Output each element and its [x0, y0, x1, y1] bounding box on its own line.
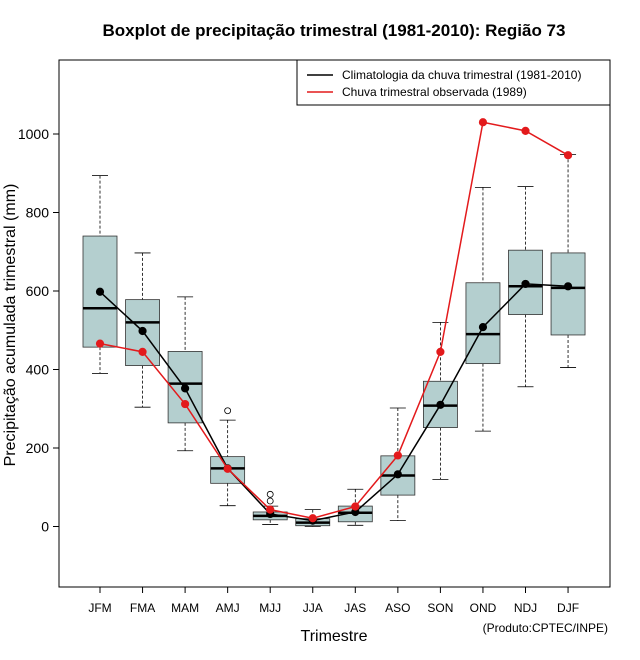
series-point — [138, 326, 147, 336]
x-tick-label: OND — [470, 601, 497, 615]
series-point — [563, 151, 573, 160]
series-point — [436, 400, 445, 409]
box-mam — [167, 296, 203, 452]
x-tick-label: FMA — [130, 601, 155, 615]
series-point — [181, 384, 190, 393]
y-tick-label: 800 — [26, 205, 50, 221]
box-ond — [465, 186, 501, 432]
series-point — [351, 502, 360, 511]
series-line — [99, 283, 569, 522]
y-axis-label: Precipitação acumulada trimestral (mm) — [2, 184, 19, 467]
series-point — [266, 505, 275, 514]
series-point — [521, 279, 530, 289]
outlier-point — [224, 407, 232, 415]
series-point — [181, 399, 190, 409]
outlier-point — [266, 490, 274, 498]
x-tick-label: DJF — [557, 601, 579, 615]
series-point — [563, 282, 573, 291]
x-tick-label: ASO — [385, 601, 410, 615]
series-point — [478, 118, 488, 127]
y-axis: 0 200 400 600 800 1000 — [18, 126, 59, 535]
series-line — [99, 121, 569, 520]
series-point — [223, 464, 232, 473]
box-ndj — [508, 186, 543, 388]
x-tick-label: AMJ — [216, 601, 240, 615]
y-tick-label: 1000 — [18, 126, 49, 142]
x-tick-label: MJJ — [259, 601, 281, 615]
series-point — [393, 470, 402, 479]
series-point — [95, 339, 105, 348]
outlier-point — [266, 497, 274, 505]
series-point — [521, 126, 530, 135]
x-tick-label: JFM — [88, 601, 111, 615]
boxes — [82, 154, 586, 527]
legend-label: Chuva trimestral observada (1989) — [342, 85, 527, 99]
series-lines — [95, 118, 573, 525]
series-point — [393, 451, 402, 460]
series-climatology — [95, 279, 573, 525]
y-tick-label: 200 — [26, 440, 50, 456]
y-tick-label: 0 — [41, 519, 49, 535]
series-point — [308, 514, 317, 523]
x-tick-label: JJA — [303, 601, 323, 615]
box-amj — [210, 407, 246, 507]
x-tick-label: SON — [427, 601, 453, 615]
chart-title: Boxplot de precipitação trimestral (1981… — [103, 21, 566, 40]
legend: Climatologia da chuva trimestral (1981-2… — [296, 59, 611, 106]
series-point — [95, 287, 105, 296]
series-observed — [95, 118, 573, 523]
y-tick-label: 600 — [26, 283, 50, 299]
credit-text: (Produto:CPTEC/INPE) — [483, 621, 608, 635]
box-iqr — [550, 252, 586, 336]
x-tick-label: MAM — [171, 601, 199, 615]
box-djf — [550, 154, 586, 368]
x-tick-label: JAS — [344, 601, 366, 615]
series-point — [436, 347, 445, 356]
series-point — [478, 323, 488, 332]
legend-box — [296, 59, 611, 106]
legend-label: Climatologia da chuva trimestral (1981-2… — [342, 68, 581, 82]
series-point — [138, 347, 147, 356]
x-axis-label: Trimestre — [301, 628, 368, 645]
y-tick-label: 400 — [26, 362, 50, 378]
x-axis: JFM FMA MAM AMJ MJJ JJA JAS ASO SON OND NDJ DJF — [88, 587, 579, 615]
x-tick-label: NDJ — [514, 601, 537, 615]
